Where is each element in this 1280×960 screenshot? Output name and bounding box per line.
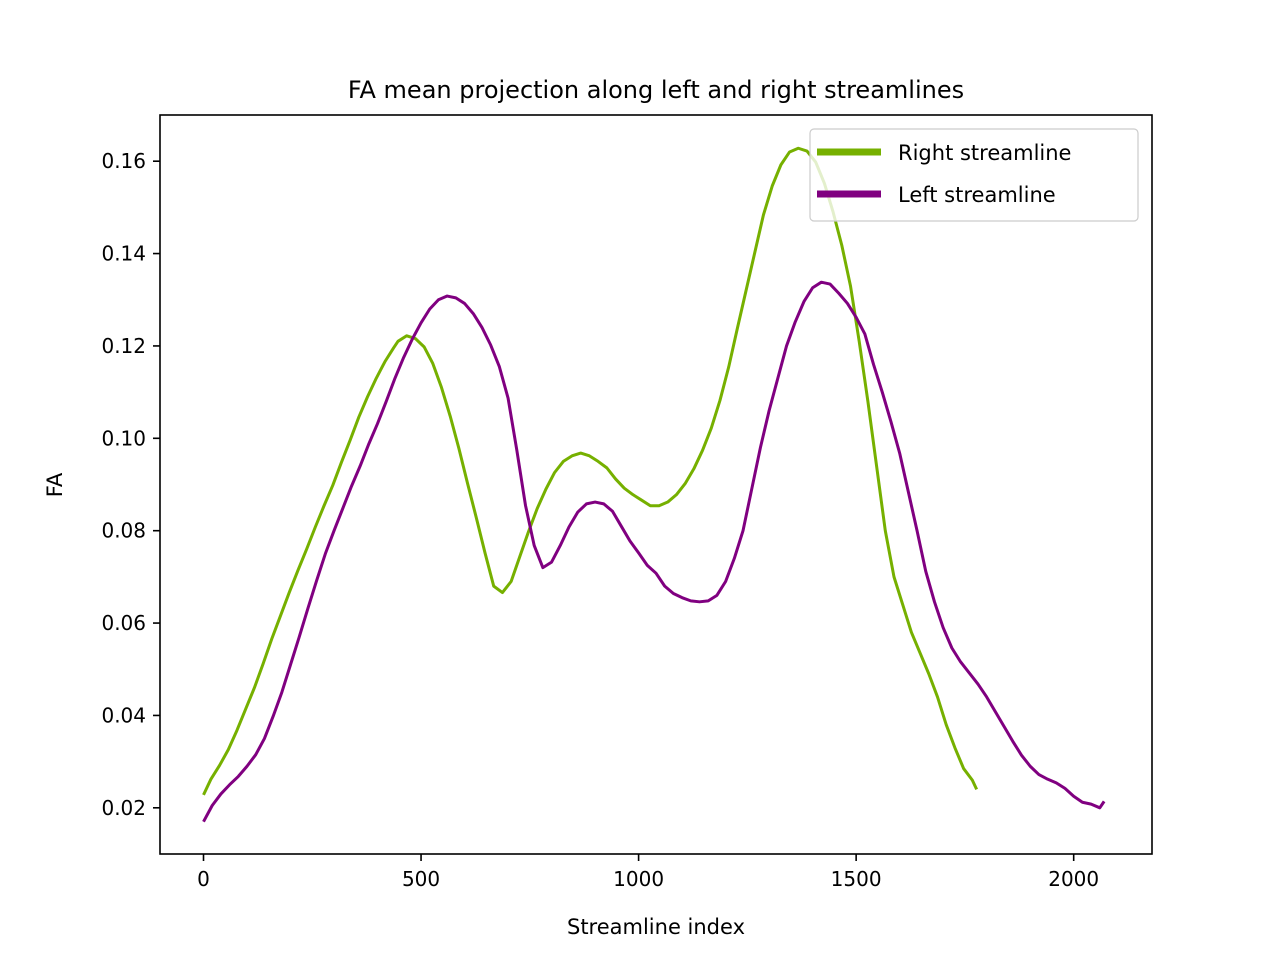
x-axis-title: Streamline index — [567, 915, 745, 939]
y-tick-label: 0.06 — [101, 611, 146, 635]
legend[interactable]: Right streamline Left streamline — [809, 128, 1139, 222]
series-line-right-streamline — [202, 146, 979, 796]
y-axis: 0.02 0.04 0.06 0.08 0.10 0.12 0.14 0.16 — [101, 149, 160, 820]
y-tick-label: 0.02 — [101, 796, 146, 820]
plot-area — [159, 114, 1153, 855]
y-tick-label: 0.16 — [101, 149, 146, 173]
x-tick-label: 1000 — [613, 867, 664, 891]
legend-label-left-streamline: Left streamline — [898, 183, 1056, 207]
x-tick-label: 1500 — [831, 867, 882, 891]
y-tick-label: 0.12 — [101, 334, 146, 358]
y-tick-label: 0.08 — [101, 519, 146, 543]
x-tick-label: 0 — [197, 867, 210, 891]
plot-frame — [159, 114, 1153, 855]
series-layer — [202, 146, 1106, 823]
legend-box — [809, 128, 1139, 222]
x-tick-label: 2000 — [1048, 867, 1099, 891]
legend-label-right-streamline: Right streamline — [898, 141, 1071, 165]
y-axis-title: FA — [43, 472, 67, 497]
y-tick-label: 0.10 — [101, 426, 146, 450]
y-tick-label: 0.04 — [101, 703, 146, 727]
series-line-left-streamline — [202, 280, 1106, 823]
chart-title: FA mean projection along left and right … — [348, 76, 964, 104]
x-axis: 0 500 1000 1500 2000 — [197, 854, 1099, 891]
x-tick-label: 500 — [402, 867, 440, 891]
y-tick-label: 0.14 — [101, 242, 146, 266]
